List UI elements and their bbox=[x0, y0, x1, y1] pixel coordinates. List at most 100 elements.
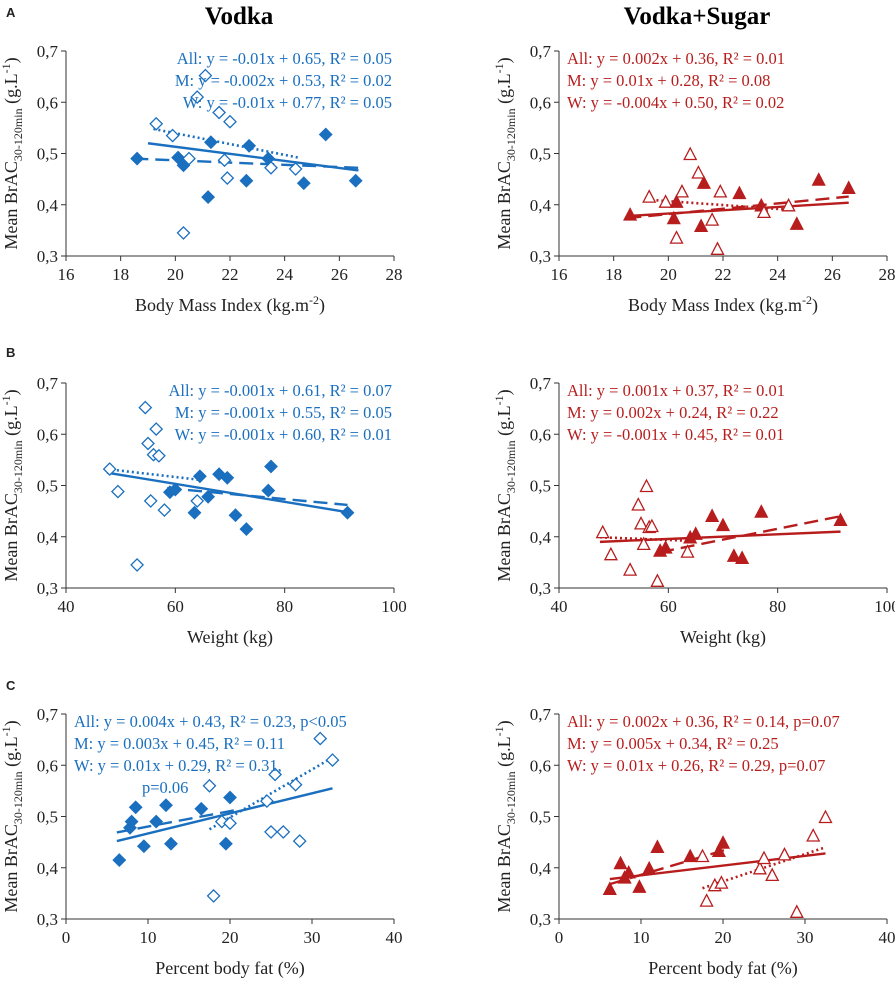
x-tick-label: 10 bbox=[633, 928, 650, 947]
x-tick-label: 20 bbox=[715, 928, 732, 947]
x-tick-label: 26 bbox=[331, 265, 348, 284]
data-point-w bbox=[658, 194, 673, 208]
x-tick-label: 80 bbox=[769, 597, 786, 616]
data-point-m bbox=[658, 540, 673, 554]
y-tick-label: 0,5 bbox=[37, 145, 58, 164]
y-tick-label: 0,5 bbox=[37, 477, 58, 496]
data-point-m bbox=[711, 843, 726, 858]
regression-equation: W: y = -0.004x + 0.50, R² = 0.02 bbox=[567, 93, 784, 112]
data-point-w bbox=[264, 160, 278, 175]
y-tick-label: 0,6 bbox=[530, 756, 551, 775]
data-point-w bbox=[182, 151, 196, 166]
data-point-m bbox=[128, 800, 143, 815]
data-point-m bbox=[650, 839, 665, 853]
data-point-m bbox=[171, 150, 186, 165]
panel-A-sugar: 0,3 0,4 0,5 0,6 0,7 16 18 20 22 24 26 28 Body Mass I… bbox=[492, 42, 895, 316]
data-point-w bbox=[756, 204, 772, 219]
x-axis-label: Body Mass Index (kg.m-2) bbox=[628, 293, 818, 316]
regression-equation: M: y = 0.003x + 0.45, R² = 0.11 bbox=[74, 734, 285, 753]
regression-equation: All: y = -0.01x + 0.65, R² = 0.05 bbox=[177, 49, 392, 68]
row-letter-a: A bbox=[6, 5, 16, 20]
y-tick-label: 0,4 bbox=[530, 528, 552, 547]
data-point-m bbox=[112, 853, 127, 868]
data-point-m bbox=[228, 508, 243, 523]
y-axis-label: Mean BrAC30-120min (g.L-1) bbox=[492, 389, 518, 581]
data-point-m bbox=[715, 835, 731, 849]
y-tick-label: 0,3 bbox=[37, 579, 58, 598]
data-point-m bbox=[159, 798, 173, 813]
data-point-w bbox=[157, 503, 172, 518]
data-point-m bbox=[194, 801, 209, 816]
data-point-m bbox=[789, 216, 804, 230]
data-point-m bbox=[239, 173, 254, 188]
regression-equation: All: y = 0.004x + 0.43, R² = 0.23, p<0.0… bbox=[74, 712, 347, 731]
regression-equation: M: y = 0.005x + 0.34, R² = 0.25 bbox=[567, 734, 779, 753]
data-point-m bbox=[239, 522, 254, 537]
regression-equation: M: y = 0.01x + 0.28, R² = 0.08 bbox=[567, 71, 770, 90]
data-point-w bbox=[674, 183, 690, 198]
data-point-w bbox=[141, 436, 155, 451]
data-point-m bbox=[164, 836, 178, 851]
data-point-w bbox=[818, 809, 833, 824]
data-point-w bbox=[705, 212, 720, 226]
data-point-m bbox=[632, 879, 647, 893]
regression-equation: All: y = 0.002x + 0.36, R² = 0.01 bbox=[567, 49, 785, 68]
data-point-m bbox=[754, 504, 769, 518]
data-point-m bbox=[811, 172, 826, 186]
data-point-m bbox=[136, 839, 151, 854]
data-point-w bbox=[138, 400, 153, 415]
data-point-m bbox=[124, 814, 139, 829]
data-point-w bbox=[198, 68, 213, 83]
y-tick-label: 0,7 bbox=[530, 42, 552, 61]
data-point-m bbox=[841, 180, 856, 194]
data-point-w bbox=[595, 524, 610, 539]
data-point-w bbox=[143, 493, 158, 508]
data-point-w bbox=[217, 153, 232, 168]
fit-line-all bbox=[116, 787, 333, 843]
x-axis-label: Weight (kg) bbox=[187, 627, 273, 648]
data-point-m bbox=[261, 483, 276, 498]
data-point-w bbox=[789, 904, 804, 918]
data-point-m bbox=[642, 860, 657, 875]
y-tick-label: 0,3 bbox=[530, 579, 551, 598]
data-point-w bbox=[714, 875, 729, 889]
row-letter-b: B bbox=[6, 345, 15, 360]
x-axis-label: Percent body fat (%) bbox=[648, 958, 797, 979]
regression-equation: All: y = 0.001x + 0.37, R² = 0.01 bbox=[567, 381, 785, 400]
x-tick-label: 60 bbox=[167, 597, 184, 616]
x-tick-label: 0 bbox=[555, 928, 564, 947]
y-tick-label: 0,5 bbox=[37, 808, 58, 827]
data-point-w bbox=[603, 546, 618, 561]
data-point-w bbox=[695, 848, 710, 863]
regression-equation: W: y = 0.01x + 0.29, R² = 0.31, bbox=[74, 756, 282, 775]
y-axis-label: Mean BrAC30-120min (g.L-1) bbox=[0, 389, 25, 581]
data-point-m bbox=[130, 151, 145, 166]
data-point-w bbox=[220, 171, 235, 186]
data-point-m bbox=[264, 459, 278, 474]
data-point-m bbox=[201, 489, 216, 504]
data-point-m bbox=[348, 173, 363, 188]
regression-equation: All: y = 0.002x + 0.36, R² = 0.14, p=0.0… bbox=[567, 712, 840, 731]
data-point-w bbox=[756, 850, 772, 865]
y-tick-label: 0,7 bbox=[530, 374, 552, 393]
data-point-m bbox=[613, 855, 628, 870]
x-axis-label: Body Mass Index (kg.m-2) bbox=[135, 293, 325, 316]
data-point-w bbox=[691, 165, 706, 179]
y-axis-label: Mean BrAC30-120min (g.L-1) bbox=[0, 720, 25, 912]
data-point-m bbox=[683, 848, 698, 863]
regression-equation: All: y = -0.001x + 0.61, R² = 0.07 bbox=[168, 381, 392, 400]
y-tick-label: 0,5 bbox=[530, 477, 551, 496]
y-tick-label: 0,6 bbox=[37, 756, 58, 775]
data-point-w bbox=[206, 888, 221, 903]
data-point-w bbox=[149, 116, 164, 131]
data-point-w bbox=[151, 448, 166, 463]
data-point-w bbox=[765, 867, 780, 882]
data-point-m bbox=[168, 482, 183, 497]
fit-line-m bbox=[659, 515, 841, 554]
data-point-w bbox=[680, 544, 695, 558]
panel-A-vodka: 0,3 0,4 0,5 0,6 0,7 16 18 20 22 24 26 28 Body Mass I… bbox=[0, 42, 403, 316]
y-tick-label: 0,5 bbox=[530, 145, 551, 164]
data-point-w bbox=[110, 484, 125, 499]
data-point-w bbox=[130, 557, 145, 572]
data-point-w bbox=[190, 90, 205, 105]
